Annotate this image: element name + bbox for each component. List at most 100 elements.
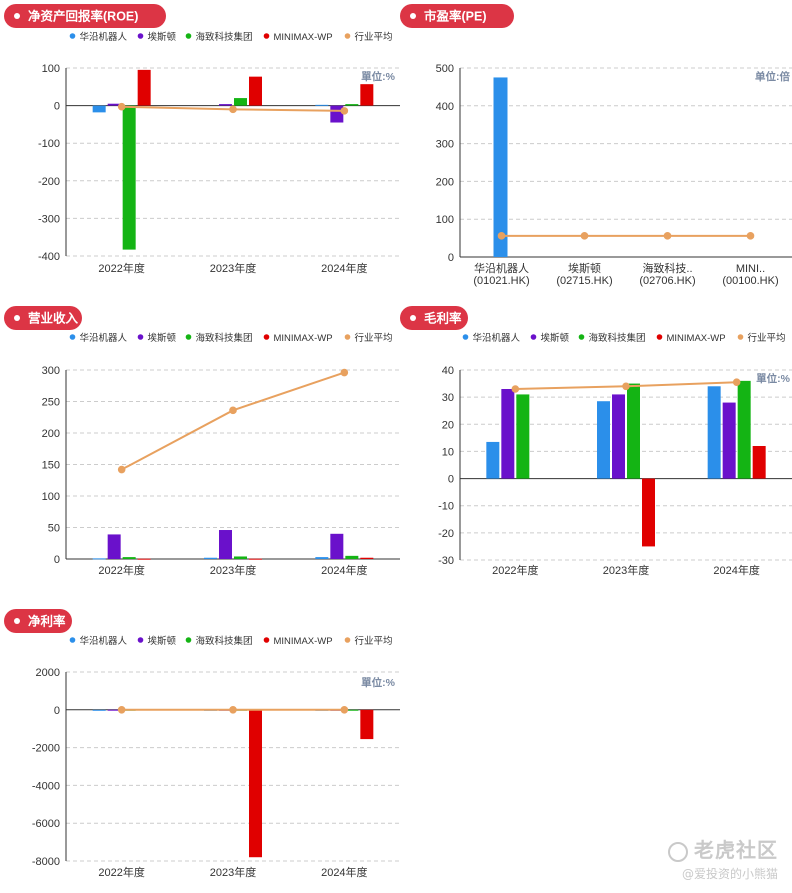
x-tick-label-line: (01021.HK): [473, 275, 529, 287]
bar[interactable]: [752, 446, 766, 479]
bar[interactable]: [642, 478, 655, 547]
x-tick-label: 2022年度: [98, 261, 144, 275]
average-point[interactable]: [229, 406, 237, 415]
legend-marker[interactable]: [137, 334, 144, 340]
average-point[interactable]: [497, 232, 506, 240]
bar[interactable]: [315, 557, 329, 559]
legend-marker[interactable]: [656, 334, 663, 340]
chart-title-badge: [4, 306, 82, 330]
y-tick-label: -100: [38, 138, 60, 150]
bar[interactable]: [92, 105, 106, 113]
bar[interactable]: [204, 557, 217, 559]
bar[interactable]: [707, 386, 721, 479]
average-point[interactable]: [746, 232, 755, 240]
bar[interactable]: [360, 557, 374, 559]
legend-marker[interactable]: [185, 33, 192, 39]
x-tick-label-line: (02706.HK): [639, 275, 695, 287]
bar[interactable]: [92, 558, 106, 560]
average-point[interactable]: [117, 465, 126, 474]
legend-marker[interactable]: [578, 334, 585, 340]
average-point[interactable]: [663, 232, 672, 240]
y-tick-label: 100: [42, 63, 60, 75]
average-point[interactable]: [229, 706, 237, 714]
bar[interactable]: [107, 103, 121, 106]
bar[interactable]: [345, 709, 359, 711]
bar[interactable]: [722, 402, 736, 479]
average-point[interactable]: [117, 102, 126, 111]
bar[interactable]: [345, 555, 359, 559]
x-tick-label: 2023年度: [210, 261, 256, 275]
legend-marker[interactable]: [69, 637, 76, 643]
legend-marker[interactable]: [185, 637, 192, 643]
average-point[interactable]: [622, 382, 630, 391]
bar[interactable]: [330, 105, 344, 123]
legend-marker[interactable]: [69, 334, 76, 340]
average-point[interactable]: [511, 385, 520, 393]
x-tick-label-line: 2024年度: [321, 261, 367, 275]
average-point[interactable]: [340, 368, 349, 377]
bar[interactable]: [249, 709, 262, 858]
bar[interactable]: [107, 709, 121, 711]
bar[interactable]: [612, 394, 625, 479]
bar[interactable]: [627, 383, 640, 479]
bar[interactable]: [345, 104, 359, 106]
y-tick-label: -20: [438, 528, 454, 540]
legend-marker[interactable]: [344, 334, 351, 340]
bar[interactable]: [107, 534, 121, 559]
legend-marker[interactable]: [185, 334, 192, 340]
average-point[interactable]: [340, 107, 349, 115]
bar[interactable]: [234, 556, 247, 559]
y-tick-label: -8000: [32, 856, 60, 868]
average-point[interactable]: [580, 232, 589, 240]
legend-item: 埃斯顿: [148, 635, 177, 647]
legend-marker[interactable]: [137, 33, 144, 39]
bar[interactable]: [122, 557, 136, 559]
bar[interactable]: [360, 709, 374, 740]
legend-marker[interactable]: [69, 33, 76, 39]
bar[interactable]: [92, 709, 106, 711]
legend-marker[interactable]: [462, 334, 469, 340]
bar[interactable]: [122, 105, 136, 250]
legend-marker[interactable]: [263, 637, 270, 643]
y-tick-label: 10: [442, 446, 454, 458]
chart-title-badge: [400, 4, 514, 28]
legend-marker[interactable]: [344, 637, 351, 643]
average-point[interactable]: [340, 706, 349, 714]
x-tick-label: 2023年度: [210, 563, 256, 577]
bar[interactable]: [486, 441, 500, 479]
chart-title: 营业收入: [28, 311, 79, 326]
bar[interactable]: [330, 533, 344, 559]
legend-item: MINIMAX-WP: [274, 333, 333, 344]
bar[interactable]: [360, 84, 374, 106]
y-tick-label: -10: [438, 501, 454, 513]
legend-marker[interactable]: [263, 334, 270, 340]
bar[interactable]: [315, 104, 329, 106]
bar[interactable]: [737, 380, 751, 479]
bar[interactable]: [493, 77, 508, 257]
legend-marker[interactable]: [530, 334, 537, 340]
watermark-brand: 老虎社区: [668, 834, 778, 863]
legend-item: 海致科技集团: [196, 31, 253, 43]
bar[interactable]: [501, 389, 515, 479]
bar[interactable]: [516, 394, 530, 479]
legend-item: 海致科技集团: [196, 332, 253, 344]
legend-marker[interactable]: [737, 334, 744, 340]
bar[interactable]: [137, 69, 151, 106]
legend-marker[interactable]: [344, 33, 351, 39]
bar[interactable]: [219, 104, 232, 106]
average-point[interactable]: [229, 105, 237, 114]
chart-title-badge: [4, 609, 72, 633]
average-point[interactable]: [117, 706, 126, 714]
watermark-user: @爱投资的小熊猫: [681, 867, 778, 881]
legend-marker[interactable]: [137, 637, 144, 643]
average-point[interactable]: [732, 378, 741, 387]
bar[interactable]: [137, 558, 151, 560]
badge-dot-icon: [410, 13, 416, 19]
bar[interactable]: [597, 401, 610, 479]
bar[interactable]: [234, 98, 247, 106]
bar[interactable]: [249, 76, 262, 106]
bar[interactable]: [219, 530, 232, 559]
bar[interactable]: [249, 558, 262, 560]
legend-marker[interactable]: [263, 33, 270, 39]
